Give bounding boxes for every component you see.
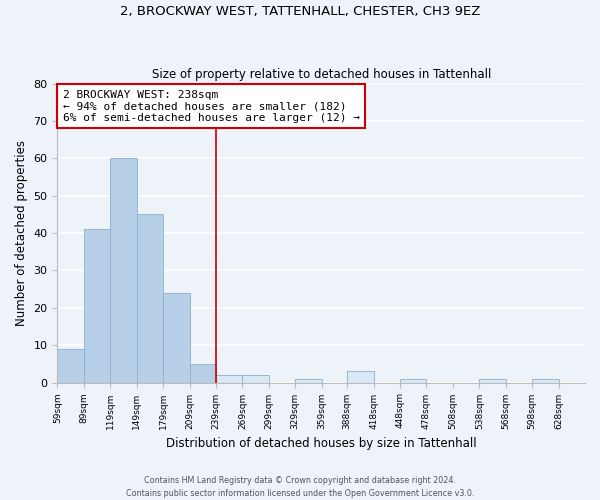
Text: Contains HM Land Registry data © Crown copyright and database right 2024.
Contai: Contains HM Land Registry data © Crown c… bbox=[126, 476, 474, 498]
Bar bbox=[190, 364, 216, 382]
X-axis label: Distribution of detached houses by size in Tattenhall: Distribution of detached houses by size … bbox=[166, 437, 476, 450]
Title: Size of property relative to detached houses in Tattenhall: Size of property relative to detached ho… bbox=[152, 68, 491, 81]
Text: 2, BROCKWAY WEST, TATTENHALL, CHESTER, CH3 9EZ: 2, BROCKWAY WEST, TATTENHALL, CHESTER, C… bbox=[120, 5, 480, 18]
Bar bbox=[532, 379, 559, 382]
Bar bbox=[216, 375, 242, 382]
Bar bbox=[242, 375, 269, 382]
Bar bbox=[347, 372, 374, 382]
Bar bbox=[110, 158, 137, 382]
Bar bbox=[163, 293, 190, 382]
Bar bbox=[137, 214, 163, 382]
Bar bbox=[58, 349, 84, 382]
Bar bbox=[479, 379, 506, 382]
Bar bbox=[400, 379, 427, 382]
Bar bbox=[295, 379, 322, 382]
Text: 2 BROCKWAY WEST: 238sqm
← 94% of detached houses are smaller (182)
6% of semi-de: 2 BROCKWAY WEST: 238sqm ← 94% of detache… bbox=[62, 90, 359, 122]
Bar bbox=[84, 230, 110, 382]
Y-axis label: Number of detached properties: Number of detached properties bbox=[15, 140, 28, 326]
